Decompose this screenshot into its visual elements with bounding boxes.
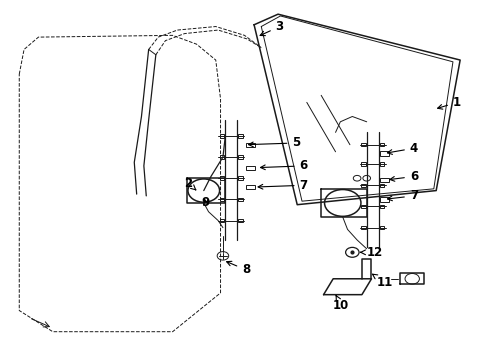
Bar <box>360 205 365 208</box>
Text: 3: 3 <box>260 20 283 36</box>
Bar <box>379 226 384 229</box>
Bar <box>238 219 243 222</box>
Bar <box>219 198 224 201</box>
Bar <box>379 162 384 166</box>
Text: 12: 12 <box>360 246 382 259</box>
Text: 5: 5 <box>248 136 300 149</box>
Bar <box>238 198 243 201</box>
Bar <box>219 219 224 222</box>
Bar <box>238 176 243 180</box>
Text: 4: 4 <box>386 142 417 155</box>
Text: 1: 1 <box>437 96 460 109</box>
Bar <box>219 134 224 138</box>
Bar <box>379 197 388 202</box>
Bar <box>360 226 365 229</box>
Bar <box>360 162 365 166</box>
Bar <box>379 184 384 187</box>
Bar <box>219 155 224 159</box>
Text: 9: 9 <box>201 197 209 210</box>
Text: 2: 2 <box>184 177 195 190</box>
Bar <box>238 155 243 159</box>
Bar <box>379 205 384 208</box>
Bar <box>245 185 254 189</box>
Bar <box>245 143 254 147</box>
Bar <box>379 152 388 156</box>
Text: 11: 11 <box>372 274 392 289</box>
Bar <box>219 176 224 180</box>
Bar <box>238 134 243 138</box>
Text: 10: 10 <box>332 296 349 312</box>
Bar <box>379 178 388 182</box>
Text: 6: 6 <box>260 159 307 172</box>
Bar <box>245 166 254 170</box>
Text: 7: 7 <box>258 179 307 192</box>
Text: 6: 6 <box>389 170 417 183</box>
Bar <box>360 184 365 187</box>
Text: 8: 8 <box>226 261 250 276</box>
Text: 7: 7 <box>386 189 417 202</box>
Bar <box>379 143 384 147</box>
Bar <box>360 143 365 147</box>
